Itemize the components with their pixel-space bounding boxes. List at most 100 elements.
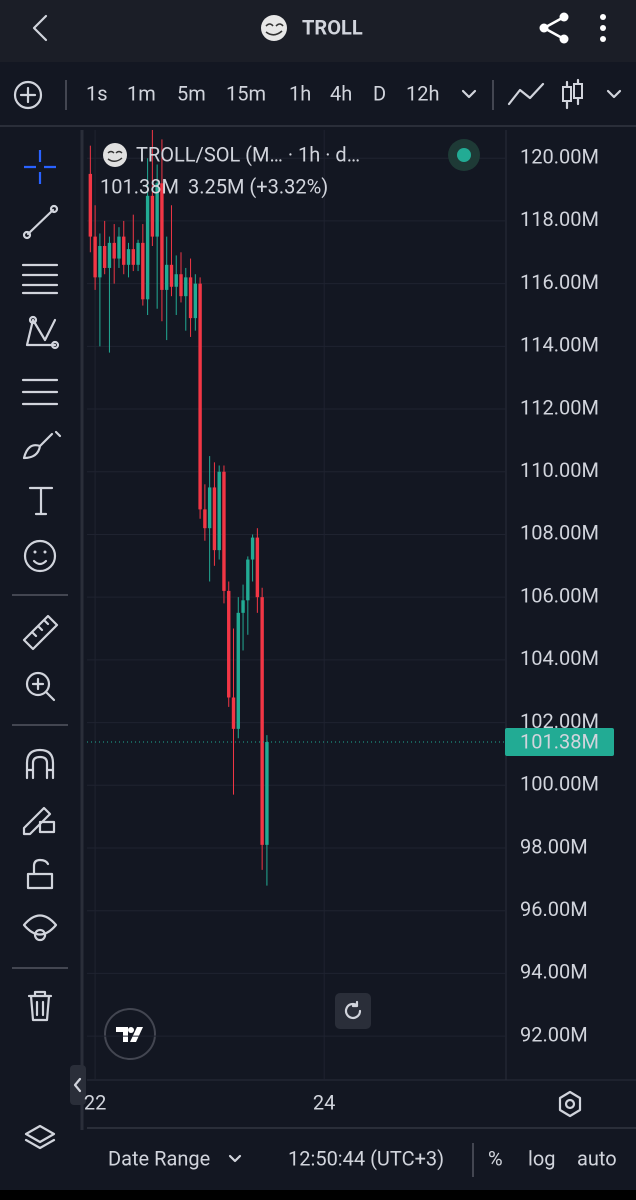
last-price-badge (505, 728, 614, 757)
y-tick-label: 114.00M (520, 333, 599, 357)
auto-toggle[interactable]: auto (577, 1146, 617, 1170)
delete-tool[interactable] (27, 990, 53, 1022)
candle-body (222, 471, 226, 591)
chart-type-button[interactable] (562, 78, 583, 110)
percent-toggle[interactable]: % (488, 1146, 503, 1170)
candle-body (155, 183, 159, 237)
zoom-tool[interactable] (25, 671, 56, 702)
timeframe-button[interactable]: 15m (226, 81, 266, 105)
timeframe-button[interactable]: 12h (406, 81, 440, 105)
candle-body (193, 283, 198, 319)
timeframe-button[interactable]: D (373, 81, 386, 105)
lock-drawings-tool[interactable] (22, 806, 56, 836)
timeframe-button[interactable]: 1h (289, 81, 311, 105)
x-tick-label: 24 (313, 1090, 335, 1114)
emoji-tool[interactable] (23, 539, 57, 573)
visibility-tool[interactable] (22, 914, 58, 942)
symbol-icon-face (107, 150, 123, 162)
y-tick-label: 106.00M (520, 583, 599, 607)
symbol-name: TROLL/SOL (M… · 1h · d… (136, 142, 360, 166)
candle-body (212, 487, 217, 551)
indicator-button[interactable] (507, 82, 545, 106)
candle-body (241, 600, 245, 613)
share-button[interactable] (539, 12, 569, 44)
last-price-label: 101.38M (520, 729, 599, 753)
candle-body (179, 274, 183, 297)
top-bar (0, 0, 636, 62)
candle-body (246, 559, 250, 601)
unlock-tool[interactable] (26, 858, 54, 890)
reset-chart-button[interactable] (335, 993, 371, 1029)
candle-body (126, 249, 131, 265)
y-tick-label: 100.00M (520, 772, 599, 796)
y-tick-label: 92.00M (520, 1022, 588, 1046)
candle-body (164, 264, 169, 290)
y-tick-label: 112.00M (520, 395, 599, 419)
scale-settings-button[interactable] (558, 1090, 582, 1118)
symbol-icon (103, 143, 127, 167)
candle-body (160, 183, 164, 290)
y-tick-label: 118.00M (520, 207, 599, 231)
chart-type-menu[interactable] (606, 89, 622, 99)
y-tick-label: 98.00M (520, 834, 588, 858)
candle-body (150, 195, 155, 237)
ruler-tool[interactable] (22, 614, 59, 651)
collapse-toolbar-button[interactable] (70, 1065, 86, 1105)
clock: 12:50:44 (UTC+3) (288, 1146, 444, 1170)
status-dot (457, 148, 471, 162)
legend-change: 3.25M (+3.32%) (188, 174, 328, 198)
candle-body (188, 277, 193, 319)
candle-body (198, 283, 202, 510)
prediction-tool[interactable] (21, 378, 59, 406)
timeframe-button[interactable]: 1m (127, 81, 156, 105)
candle-body (136, 242, 140, 265)
log-toggle[interactable]: log (528, 1146, 556, 1170)
candle-body (141, 242, 145, 300)
plot-area (87, 130, 506, 1080)
candle-body (174, 274, 178, 287)
pattern-tool[interactable] (25, 315, 60, 350)
trend-line-tool[interactable] (22, 204, 59, 240)
more-timeframes-button[interactable] (461, 89, 477, 99)
chart-legend: TROLL/SOL (M… · 1h · d… 101.38M 3.25M (+3.… (100, 139, 480, 198)
magnet-tool[interactable] (25, 748, 55, 780)
date-range-chevron (228, 1154, 242, 1163)
candle-body (131, 249, 135, 265)
crosshair-tool[interactable] (24, 150, 56, 184)
candle-body (98, 246, 102, 278)
candle-body (117, 236, 121, 259)
candle-body (112, 242, 116, 259)
candle-body (250, 537, 255, 560)
candle-body (88, 173, 93, 237)
candle-body (169, 264, 174, 287)
y-tick-label: 94.00M (520, 960, 588, 984)
candle-body (207, 487, 212, 529)
y-tick-label: 108.00M (520, 521, 599, 545)
add-indicator-button[interactable] (13, 80, 43, 110)
candle-body (184, 277, 188, 297)
candle-body (227, 590, 231, 698)
timeframe-button[interactable]: 4h (330, 81, 352, 105)
timeframe-bar (0, 62, 636, 126)
timeframe-button[interactable]: 1s (86, 81, 108, 105)
layers-button[interactable] (24, 1124, 56, 1150)
candle-body (102, 246, 107, 268)
tradingview-logo (104, 1008, 156, 1060)
candle-body (265, 742, 269, 845)
menu-button[interactable] (600, 14, 606, 42)
fib-tool[interactable] (21, 263, 59, 295)
legend-price: 101.38M (100, 174, 179, 198)
page-title: TROLL (302, 15, 363, 39)
date-range-button[interactable]: Date Range (108, 1146, 210, 1170)
timeframe-button[interactable]: 5m (177, 81, 206, 105)
text-tool[interactable] (28, 486, 54, 516)
y-tick-label: 120.00M (520, 144, 599, 168)
y-tick-label: 104.00M (520, 646, 599, 670)
y-tick-label: 110.00M (520, 458, 599, 482)
back-button[interactable] (32, 14, 48, 42)
candle-body (122, 236, 126, 265)
candle-body (145, 195, 150, 300)
candle-body (93, 236, 97, 278)
brush-tool[interactable] (22, 430, 62, 460)
